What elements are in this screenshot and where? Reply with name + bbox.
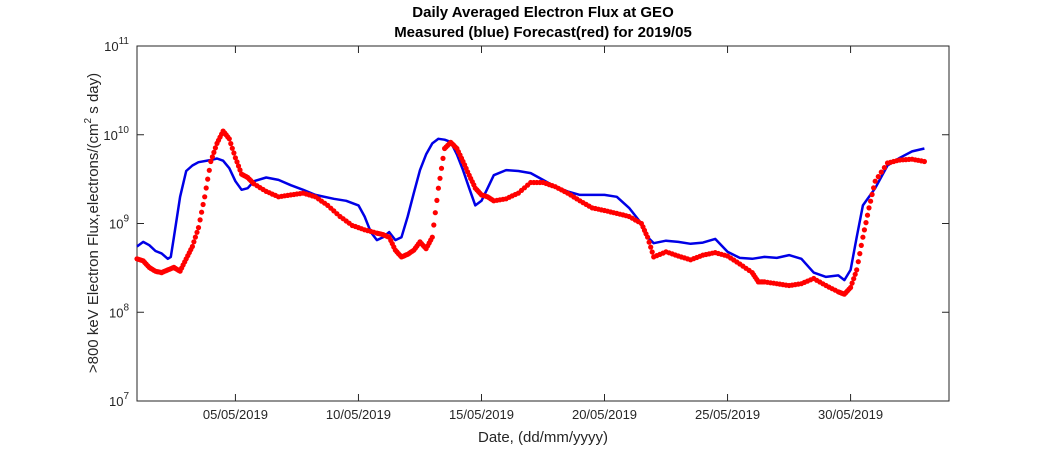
series-forecast-point [199, 209, 205, 215]
series-forecast-point [854, 267, 860, 273]
series-forecast-point [226, 136, 232, 142]
series-measured-line [136, 137, 925, 282]
x-axis: 05/05/2019 10/05/2019 15/05/2019 20/05/2019… [203, 46, 883, 422]
series-forecast-point [191, 239, 197, 245]
series-forecast-point [234, 159, 240, 165]
series-forecast-point [878, 169, 884, 175]
series-forecast-point [438, 165, 445, 171]
y-tick-label: 107 [109, 391, 129, 409]
series-forecast-point [197, 217, 203, 223]
y-axis: 107 108 109 1010 1011 [103, 36, 949, 409]
series-forecast-point [195, 225, 202, 231]
series-forecast-point [189, 243, 195, 250]
series-forecast-point [855, 259, 861, 265]
series-forecast-point [648, 244, 654, 250]
chart-title: Daily Averaged Electron Flux at GEO [412, 4, 674, 21]
series-forecast-point [849, 280, 855, 286]
series-forecast-point [237, 167, 243, 173]
y-tick-label: 109 [109, 214, 129, 232]
series-forecast-point [206, 167, 212, 173]
series-forecast-point [235, 163, 242, 169]
series-forecast-point [440, 155, 446, 161]
series-forecast-point [194, 229, 200, 235]
series-forecast-point [857, 251, 863, 257]
series-forecast-point [851, 276, 857, 282]
chart-subtitle: Measured (blue) Forecast(red) for 2019/0… [394, 24, 692, 41]
series-forecast-point [861, 227, 868, 233]
series-forecast-point [208, 158, 214, 165]
y-axis-label: >800 keV Electron Flux,electrons/(cm2 s … [83, 73, 102, 373]
series-forecast-point [871, 185, 877, 191]
series-forecast-point [649, 249, 655, 255]
series-forecast-point [231, 150, 237, 156]
y-tick-label: 1010 [103, 125, 129, 143]
series-forecast-point [202, 194, 208, 200]
series-forecast-point [863, 220, 869, 226]
series-forecast-point [228, 141, 234, 147]
series-forecast-point [232, 155, 238, 161]
series-forecast-point [872, 178, 878, 184]
series-forecast-point [209, 154, 215, 160]
y-tick-label: 1011 [104, 36, 129, 54]
series-forecast-point [211, 149, 217, 155]
series-layer [134, 128, 928, 297]
series-forecast-point [431, 222, 437, 228]
series-forecast-point [645, 234, 651, 240]
series-forecast-point [881, 165, 888, 171]
series-forecast-point [212, 145, 218, 151]
series-forecast-point [200, 201, 206, 208]
series-forecast-point [434, 197, 440, 203]
series-forecast-point [866, 205, 872, 211]
y-tick-label: 108 [109, 302, 129, 320]
series-forecast-point [205, 176, 211, 182]
series-forecast-point [229, 145, 235, 151]
series-forecast-point [429, 234, 435, 240]
series-forecast-point [868, 198, 874, 204]
x-tick-label: 20/05/2019 [572, 407, 637, 422]
series-forecast-point [860, 234, 866, 240]
plot-area [136, 45, 950, 402]
series-forecast-point [848, 284, 854, 291]
x-tick-label: 05/05/2019 [203, 407, 268, 422]
x-tick-label: 10/05/2019 [326, 407, 391, 422]
x-tick-label: 15/05/2019 [449, 407, 514, 422]
series-forecast-point [858, 242, 864, 248]
series-forecast-point [435, 185, 441, 191]
series-forecast-point [192, 234, 198, 240]
series-forecast-point [852, 271, 858, 277]
series-forecast-point [437, 175, 443, 181]
series-forecast-point [203, 185, 209, 191]
x-axis-label: Date, (dd/mm/yyyy) [478, 429, 608, 446]
series-forecast-point [869, 191, 875, 198]
series-forecast-point [875, 174, 881, 180]
x-tick-label: 30/05/2019 [818, 407, 883, 422]
series-forecast-point [646, 239, 652, 245]
series-forecast-point [864, 212, 871, 218]
x-tick-label: 25/05/2019 [695, 407, 760, 422]
series-forecast-point [432, 210, 438, 216]
series-forecast-point [921, 158, 928, 165]
